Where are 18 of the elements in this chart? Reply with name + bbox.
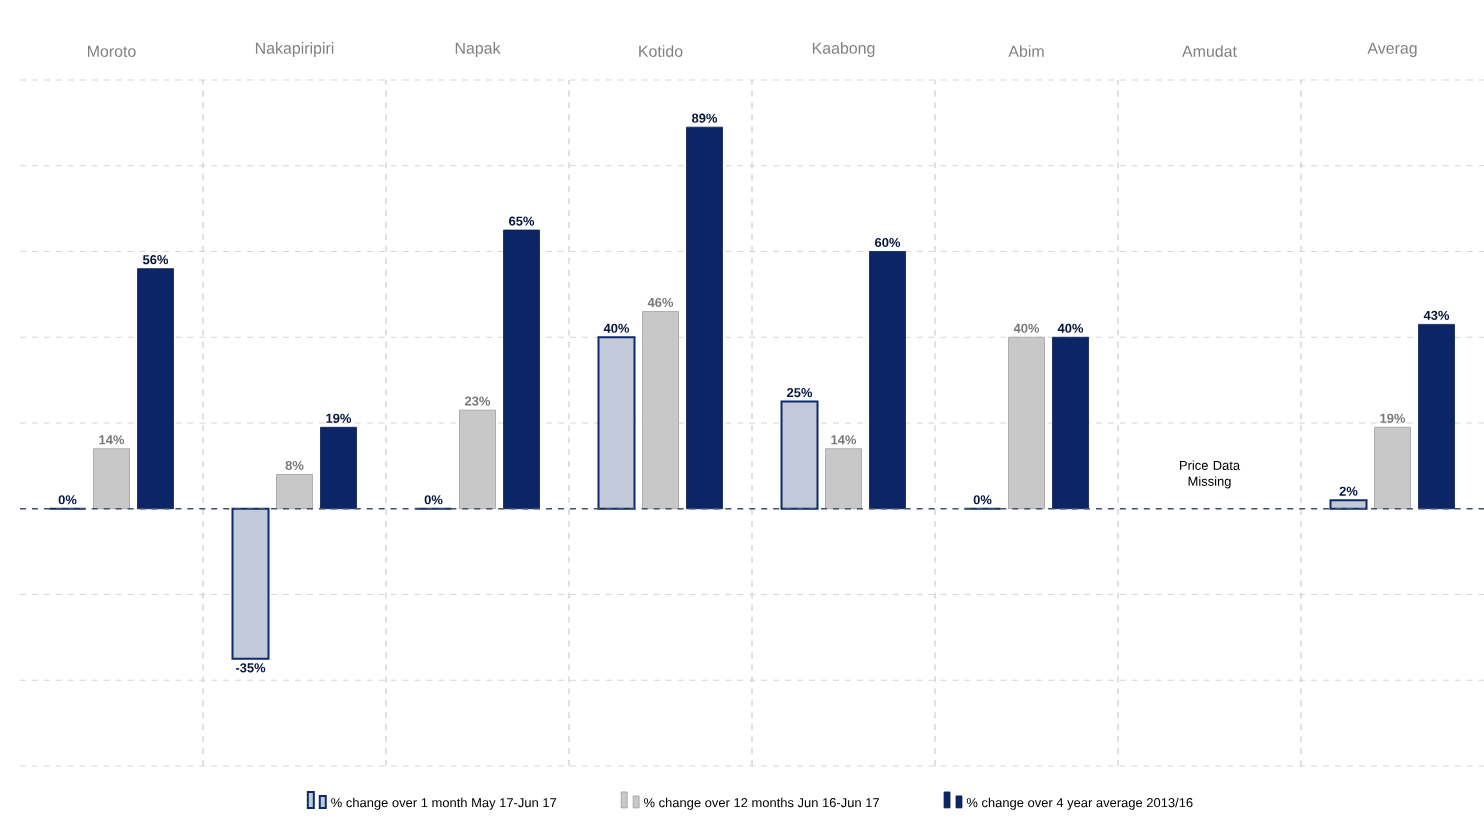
bar (276, 474, 313, 510)
bar (686, 126, 723, 510)
bar (869, 251, 906, 510)
bar (1418, 323, 1455, 510)
bar (459, 409, 496, 510)
bar (93, 448, 130, 510)
bar (503, 229, 540, 510)
bar (1374, 426, 1411, 510)
bar (137, 268, 174, 510)
bar (597, 336, 636, 510)
bar (825, 448, 862, 510)
bar (320, 426, 357, 510)
bar (1052, 336, 1089, 510)
bar (780, 400, 819, 510)
bar (1329, 499, 1368, 510)
bar (231, 507, 270, 660)
bar (1008, 336, 1045, 510)
bar (642, 311, 679, 510)
